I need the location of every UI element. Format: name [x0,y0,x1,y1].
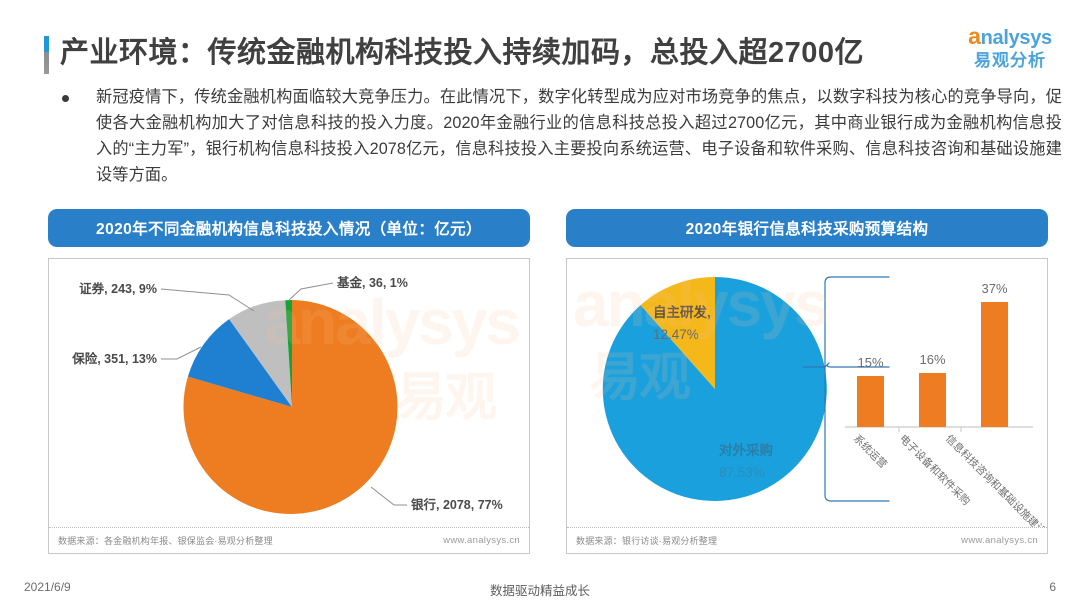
pie-label-insurance: 保险, 351, 13% [71,351,157,366]
page-footer: 2021/6/9 数据驱动精益成长 6 [0,580,1080,600]
pie-label-bank: 银行, 2078, 77% [411,497,503,512]
pie-label-outsourced: 对外采购 [719,442,773,458]
bar-label-system-operations: 15% [857,355,883,370]
pie-slice-securities [229,300,292,407]
right-panel-footer: 数据来源：银行访谈·易观分析整理 www.analysys.cn [567,527,1047,553]
left-chart-panel: analysys 易观 基金, 36, 1% 证券, 243, 9% 保险, 3… [48,258,530,554]
leader-line-securities [160,288,255,312]
pie-slice-fund [285,299,292,407]
left-panel-footer: 数据来源：各金融机构年报、银保监会·易观分析整理 www.analysys.cn [49,527,529,553]
left-source-url: www.analysys.cn [443,535,520,546]
pie-value-inhouse: 12.47% [653,327,699,342]
brand-swirl-icon: a [968,23,981,49]
body-bullet: 新冠疫情下，传统金融机构面临较大竞争压力。在此情况下，数字化转型成为应对市场竞争… [62,84,1062,188]
pie-label-fund: 基金, 36, 1% [336,275,408,290]
title-accent-bar [44,36,49,74]
bar-label-equipment-software: 16% [919,352,945,367]
bar-system-operations [857,376,884,427]
pie-slice-bank [183,300,398,514]
right-chart-header: 2020年银行信息科技采购预算结构 [566,209,1048,247]
left-chart-header-label: 2020年不同金融机构信息科技投入情况（单位：亿元） [96,221,482,238]
right-source-url: www.analysys.cn [961,535,1038,546]
pie-label-inhouse: 自主研发, [653,304,711,320]
pie-slice-outsourced [602,277,827,501]
brand-logo-en-text: nalysys [980,27,1053,49]
pie-chart-institutions: 基金, 36, 1% 证券, 243, 9% 保险, 351, 13% 银行, … [71,275,503,514]
bar-label-consulting-infrastructure: 37% [981,281,1007,296]
brand-logo: analysys 易观分析 [954,24,1066,78]
pie-slice-insurance [187,319,292,407]
brace-upper-icon [824,276,890,369]
leader-line-insurance [161,346,202,360]
bar-equipment-software [919,373,946,427]
body-text: 新冠疫情下，传统金融机构面临较大竞争压力。在此情况下，数字化转型成为应对市场竞争… [96,88,1062,184]
right-chart-header-label: 2020年银行信息科技采购预算结构 [685,221,929,238]
bar-category-consulting-infrastructure: 信息科技咨询和基础设施建设 [943,432,1047,527]
brace-lower-icon [824,366,890,502]
bullet-dot-icon [62,95,69,102]
footer-tagline: 数据驱动精益成长 [489,584,590,598]
bar-category-system-operations: 系统运营 [851,432,890,471]
pie-value-outsourced: 87.53% [719,465,765,480]
pie-label-securities: 证券, 243, 9% [79,281,157,296]
page-title: 产业环境：传统金融机构科技投入持续加码，总投入超2700亿 [60,37,865,69]
leader-line-fund [288,282,334,301]
brand-logo-en: analysys [954,24,1066,50]
footer-page-number: 6 [1049,580,1056,594]
bar-consulting-infrastructure [981,302,1008,427]
right-chart-panel: analysys 易观 自主研发, 12.47% 对外采购 87.53% 15% [566,258,1048,554]
left-source-text: 数据来源：各金融机构年报、银保监会·易观分析整理 [58,536,273,546]
right-source-text: 数据来源：银行访谈·易观分析整理 [576,536,718,546]
leader-line-bank [370,486,407,506]
brand-logo-cn: 易观分析 [974,51,1046,70]
left-chart-header: 2020年不同金融机构信息科技投入情况（单位：亿元） [48,209,530,247]
slide-header: 产业环境：传统金融机构科技投入持续加码，总投入超2700亿 analysys 易… [0,14,1080,74]
pie-slice-inhouse [640,276,715,389]
footer-date: 2021/6/9 [24,580,71,594]
right-chart-group: 自主研发, 12.47% 对外采购 87.53% 15% 16% 37% 系统运… [602,276,1047,527]
